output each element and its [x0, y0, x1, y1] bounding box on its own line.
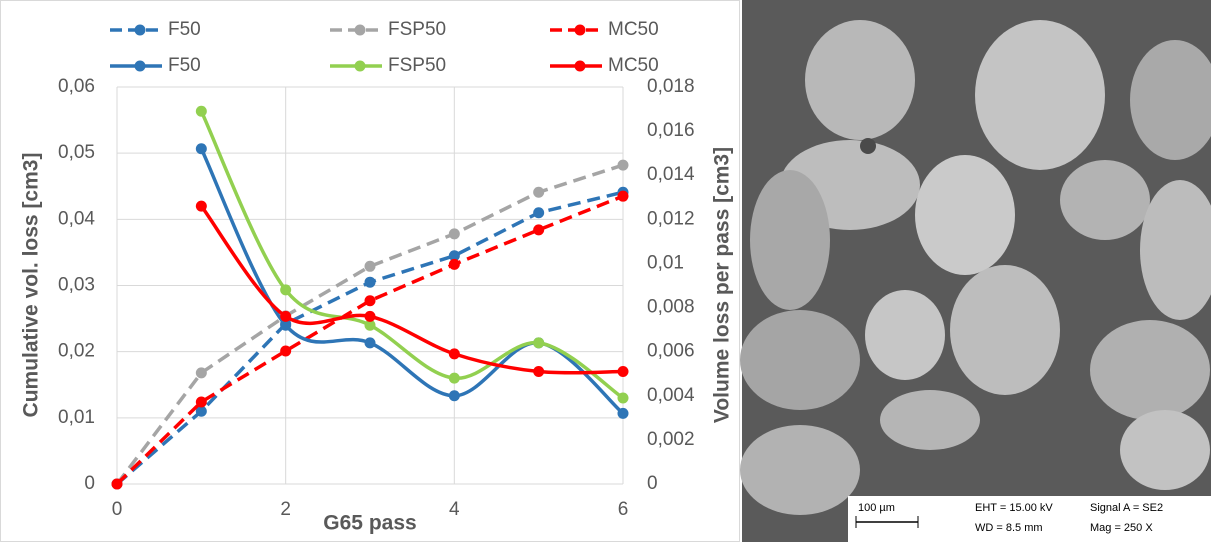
grain: [915, 155, 1015, 275]
data-point: [448, 250, 460, 262]
y-tick-label: 0,06: [58, 76, 95, 97]
x-tick-label: 6: [618, 499, 629, 520]
data-point: [195, 367, 207, 379]
grain: [865, 290, 945, 380]
legend-label: FSP50: [388, 55, 446, 76]
y2-axis-label: Volume loss per pass [cm3]: [711, 147, 734, 423]
legend-label: FSP50: [388, 19, 446, 40]
y2-tick-label: 0,006: [647, 341, 695, 362]
data-point: [280, 284, 292, 296]
grain: [1090, 320, 1210, 420]
legend-marker: [134, 24, 146, 36]
particle: [860, 138, 876, 154]
y-tick-label: 0,01: [58, 407, 95, 428]
data-point: [533, 224, 545, 236]
grain: [1120, 410, 1210, 490]
data-point: [533, 186, 545, 198]
grain: [740, 425, 860, 515]
grain: [880, 390, 980, 450]
data-point: [448, 372, 460, 384]
y-tick-label: 0,05: [58, 142, 95, 163]
x-tick-label: 0: [112, 499, 123, 520]
data-point: [448, 258, 460, 270]
y-axis-label: Cumulative vol. loss [cm3]: [20, 153, 43, 418]
grain: [1060, 160, 1150, 240]
data-point: [533, 207, 545, 219]
legend-marker: [354, 24, 366, 36]
x-tick-label: 2: [280, 499, 291, 520]
data-point: [364, 310, 376, 322]
info-text: Mag = 250 X: [1090, 522, 1153, 534]
y-tick-label: 0: [84, 473, 95, 494]
data-point: [617, 366, 629, 378]
y2-tick-label: 0,002: [647, 429, 695, 450]
scale-bar-label: 100 µm: [858, 502, 895, 514]
x-axis-label: G65 pass: [323, 512, 416, 535]
data-point: [280, 310, 292, 322]
y2-tick-label: 0,008: [647, 297, 695, 318]
grain: [1130, 40, 1211, 160]
data-point: [195, 405, 207, 417]
y2-tick-label: 0: [647, 473, 658, 494]
y2-tick-label: 0,012: [647, 208, 695, 229]
grain: [740, 310, 860, 410]
y-tick-label: 0,04: [58, 208, 95, 229]
data-point: [617, 159, 629, 171]
y2-tick-label: 0,014: [647, 164, 695, 185]
data-point: [448, 348, 460, 360]
data-point: [364, 295, 376, 307]
x-tick-label: 4: [449, 499, 460, 520]
data-point: [195, 396, 207, 408]
grain: [1140, 180, 1211, 320]
legend-marker: [574, 60, 586, 72]
data-point: [195, 105, 207, 117]
info-text: EHT = 15.00 kV: [975, 502, 1053, 514]
series-line: [199, 205, 624, 375]
info-text: Signal A = SE2: [1090, 502, 1163, 514]
grain: [805, 20, 915, 140]
data-point: [195, 200, 207, 212]
data-point: [617, 407, 629, 419]
data-point: [617, 190, 629, 202]
sem-image: 100 µm EHT = 15.00 kV Signal A = SE2 WD …: [740, 0, 1211, 542]
grain: [750, 170, 830, 310]
data-point: [195, 143, 207, 155]
data-point: [280, 319, 292, 331]
data-point: [533, 366, 545, 378]
data-point: [280, 345, 292, 357]
data-point: [448, 228, 460, 240]
legend-marker: [134, 60, 146, 72]
y2-tick-label: 0,016: [647, 120, 695, 141]
data-point: [111, 478, 123, 490]
legend-label: F50: [168, 19, 201, 40]
y2-tick-label: 0,004: [647, 385, 695, 406]
data-point: [364, 260, 376, 272]
data-point: [364, 276, 376, 288]
legend-marker: [354, 60, 366, 72]
data-point: [533, 337, 545, 349]
legend-label: MC50: [608, 55, 659, 76]
data-point: [617, 392, 629, 404]
legend-marker: [574, 24, 586, 36]
y-tick-label: 0,03: [58, 275, 95, 296]
y2-tick-label: 0,01: [647, 252, 684, 273]
info-text: WD = 8.5 mm: [975, 522, 1043, 534]
y-tick-label: 0,02: [58, 341, 95, 362]
y2-tick-label: 0,018: [647, 76, 695, 97]
grain: [975, 20, 1105, 170]
legend-label: MC50: [608, 19, 659, 40]
grain: [950, 265, 1060, 395]
data-point: [448, 390, 460, 402]
legend-label: F50: [168, 55, 201, 76]
data-point: [364, 319, 376, 331]
data-point: [364, 337, 376, 349]
info-bar: [848, 496, 1211, 542]
